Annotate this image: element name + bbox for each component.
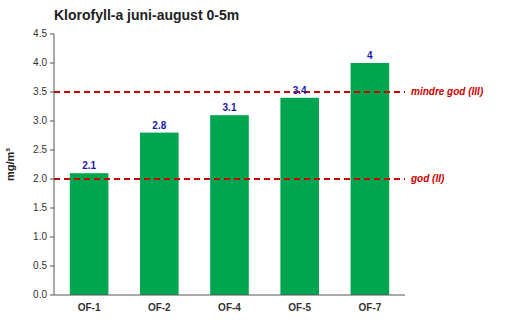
bar (210, 115, 249, 295)
y-tick-label: 3.5 (33, 86, 47, 97)
chart-container: Klorofyll-a juni-august 0-5m 0.0 0.5 1.0 1.5… (0, 0, 509, 325)
y-tick (50, 92, 54, 93)
reference-line (54, 91, 405, 93)
y-tick (50, 237, 54, 238)
y-tick-label: 4.5 (33, 28, 47, 39)
reference-label: mindre god (III) (411, 86, 484, 97)
y-tick-label: 1.5 (33, 202, 47, 213)
data-label: 3.4 (293, 85, 307, 96)
data-labels: 2.1 2.8 3.1 3.4 4 (82, 50, 373, 171)
y-tick-label: 0.0 (33, 289, 47, 300)
y-tick (50, 295, 54, 296)
y-tick-label: 0.5 (33, 260, 47, 271)
y-tick (50, 34, 54, 35)
reference-labels: god (II) mindre god (III) (410, 86, 484, 184)
y-axis-line (54, 34, 55, 295)
bar (140, 133, 179, 295)
y-tick-label: 4.0 (33, 57, 47, 68)
y-tick (50, 266, 54, 267)
y-tick (50, 179, 54, 180)
y-tick-label: 1.0 (33, 231, 47, 242)
y-tick (50, 208, 54, 209)
x-tick-label: OF-7 (359, 302, 382, 313)
y-tick (50, 121, 54, 122)
y-axis-label: mg/m³ (4, 148, 16, 181)
x-tick-label: OF-5 (288, 302, 311, 313)
data-label: 3.1 (223, 102, 237, 113)
reference-label: god (II) (410, 173, 445, 184)
bar (70, 173, 109, 295)
x-tick-label: OF-1 (78, 302, 101, 313)
x-tick-label: OF-2 (148, 302, 171, 313)
y-tick (50, 150, 54, 151)
data-label: 4 (367, 50, 373, 61)
chart-svg: Klorofyll-a juni-august 0-5m 0.0 0.5 1.0 1.5… (0, 0, 509, 325)
bar (280, 98, 319, 295)
y-ticks: 0.0 0.5 1.0 1.5 2.0 2.5 3.0 3.5 4.0 4.5 (33, 28, 54, 300)
x-tick-label: OF-4 (218, 302, 241, 313)
y-tick-label: 2.5 (33, 144, 47, 155)
y-tick-label: 2.0 (33, 173, 47, 184)
data-label: 2.1 (82, 160, 96, 171)
reference-line (54, 178, 405, 180)
x-axis-line (54, 295, 405, 296)
data-label: 2.8 (152, 120, 166, 131)
y-tick (50, 63, 54, 64)
reference-lines (54, 92, 405, 179)
y-tick-label: 3.0 (33, 115, 47, 126)
title: Klorofyll-a juni-august 0-5m (54, 7, 239, 23)
x-ticks: OF-1 OF-2 OF-4 OF-5 OF-7 (78, 302, 382, 313)
